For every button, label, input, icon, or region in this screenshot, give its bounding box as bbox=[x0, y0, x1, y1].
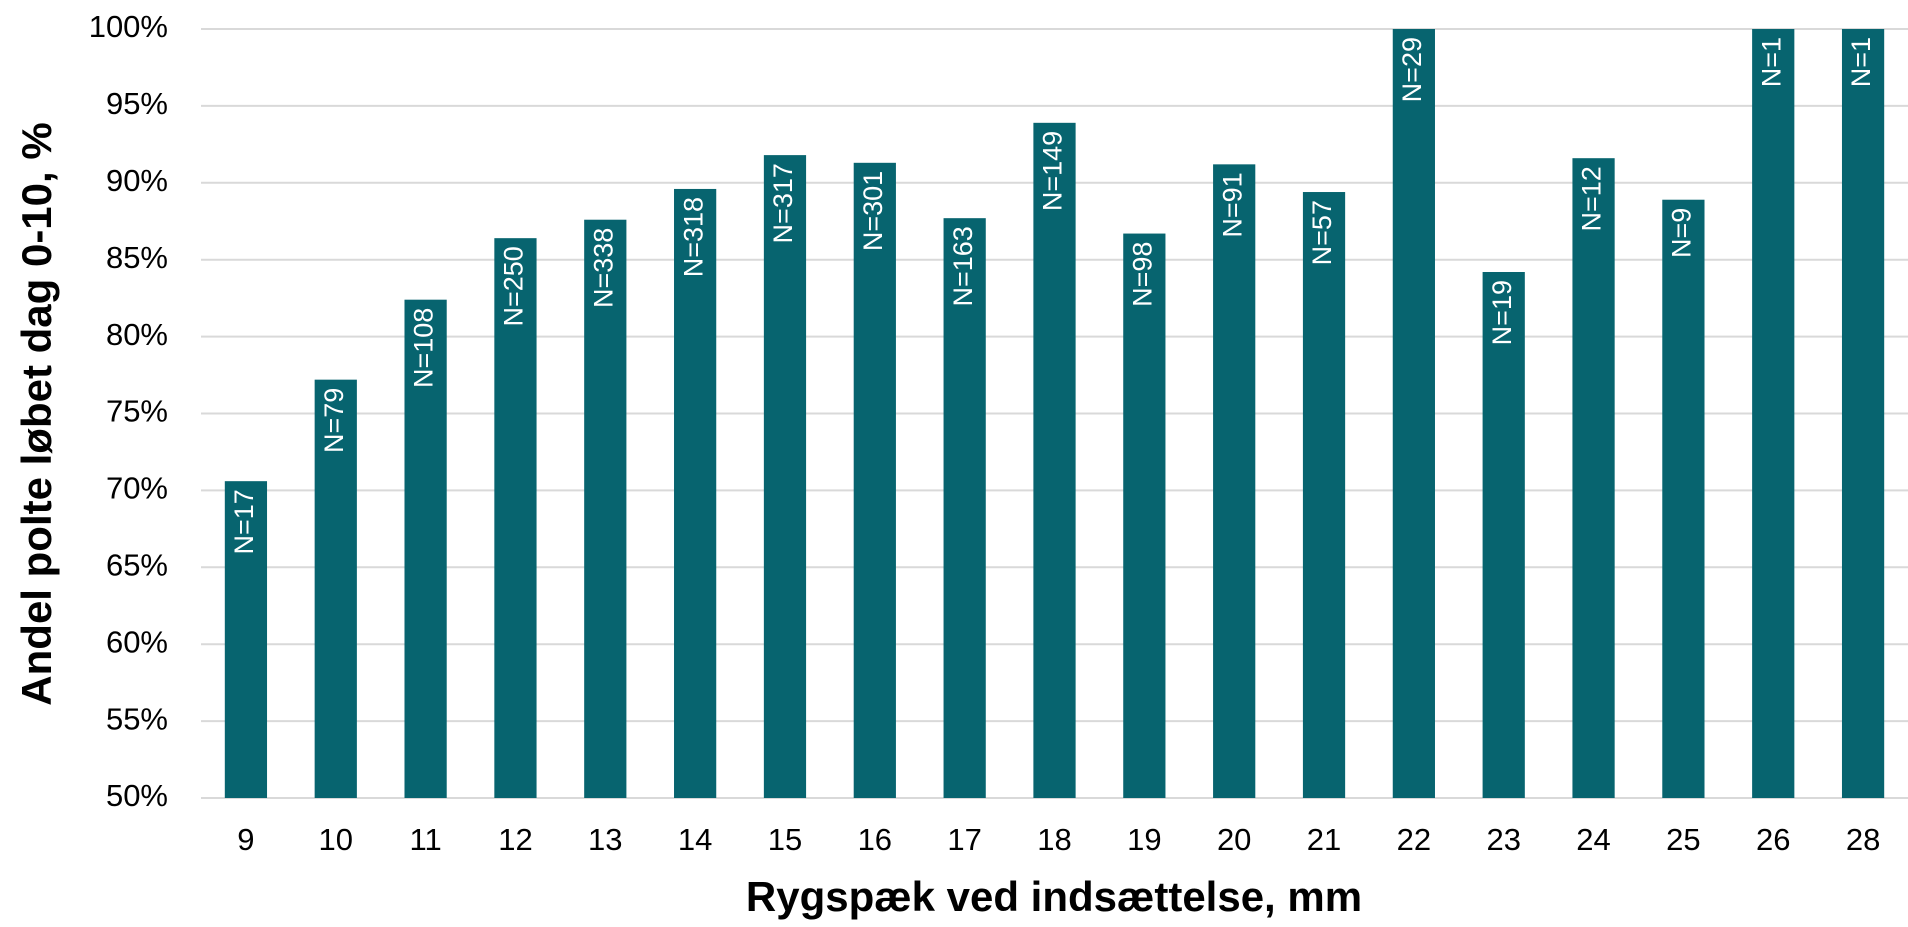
x-tick-label: 28 bbox=[1846, 822, 1880, 857]
x-tick-label: 21 bbox=[1307, 822, 1341, 857]
x-tick-label: 19 bbox=[1127, 822, 1161, 857]
bar-label: N=149 bbox=[1038, 131, 1068, 211]
bar bbox=[1752, 29, 1795, 798]
bar-label: N=98 bbox=[1127, 242, 1157, 307]
bar-label: N=79 bbox=[319, 388, 349, 453]
bar-label: N=29 bbox=[1397, 37, 1427, 102]
x-tick-label: 23 bbox=[1486, 822, 1520, 857]
bar bbox=[1662, 199, 1705, 798]
bar bbox=[1033, 122, 1076, 799]
y-tick-label: 75% bbox=[106, 394, 168, 429]
y-tick-label: 60% bbox=[106, 624, 168, 659]
bar bbox=[1213, 164, 1256, 798]
x-tick-label: 12 bbox=[498, 822, 532, 857]
x-tick-label: 13 bbox=[588, 822, 622, 857]
y-tick-label: 70% bbox=[106, 471, 168, 506]
x-tick-label: 20 bbox=[1217, 822, 1251, 857]
y-tick-label: 65% bbox=[106, 547, 168, 582]
bar-label: N=338 bbox=[588, 228, 618, 308]
y-tick-label: 95% bbox=[106, 86, 168, 121]
bar bbox=[1482, 272, 1525, 798]
y-tick-label: 50% bbox=[106, 778, 168, 813]
bar-label: N=301 bbox=[858, 171, 888, 251]
x-tick-label: 10 bbox=[319, 822, 353, 857]
x-tick-label: 14 bbox=[678, 822, 712, 857]
bar bbox=[674, 188, 717, 798]
bar bbox=[1841, 29, 1885, 798]
bar-label: N=250 bbox=[499, 246, 529, 326]
bar-label: N=317 bbox=[768, 163, 798, 243]
bar bbox=[763, 155, 807, 799]
y-tick-label: 100% bbox=[89, 9, 168, 44]
bar-label: N=318 bbox=[678, 197, 708, 277]
bar-label: N=19 bbox=[1487, 280, 1517, 345]
bar-label: N=163 bbox=[948, 226, 978, 306]
bar-label: N=1 bbox=[1756, 37, 1786, 87]
bar-label: N=9 bbox=[1667, 208, 1697, 258]
bar-label: N=12 bbox=[1577, 166, 1607, 231]
bar-label: N=1 bbox=[1846, 37, 1876, 87]
bar bbox=[853, 162, 896, 798]
x-tick-label: 26 bbox=[1756, 822, 1790, 857]
bar bbox=[1123, 233, 1166, 798]
bar bbox=[1302, 192, 1346, 798]
y-tick-label: 55% bbox=[106, 701, 168, 736]
x-tick-label: 15 bbox=[768, 822, 802, 857]
x-axis-title: Rygspæk ved indsættelse, mm bbox=[746, 873, 1362, 920]
y-tick-label: 80% bbox=[106, 317, 168, 352]
x-tick-label: 16 bbox=[858, 822, 892, 857]
x-tick-label: 24 bbox=[1576, 822, 1610, 857]
x-tick-label: 9 bbox=[237, 822, 254, 857]
y-tick-label: 90% bbox=[106, 163, 168, 198]
bar-label: N=91 bbox=[1217, 172, 1247, 237]
bar bbox=[224, 481, 268, 798]
x-tick-label: 22 bbox=[1397, 822, 1431, 857]
bar bbox=[1392, 29, 1435, 798]
bar bbox=[1572, 158, 1615, 798]
bar bbox=[943, 218, 986, 798]
bar bbox=[404, 299, 447, 798]
x-tick-label: 25 bbox=[1666, 822, 1700, 857]
x-tick-label: 17 bbox=[947, 822, 981, 857]
bar-label: N=108 bbox=[409, 308, 439, 388]
y-tick-label: 85% bbox=[106, 240, 168, 275]
y-axis-title: Andel polte løbet dag 0-10, % bbox=[13, 122, 60, 705]
x-tick-label: 11 bbox=[410, 822, 442, 857]
bar-label: N=57 bbox=[1307, 200, 1337, 265]
bar bbox=[314, 379, 357, 798]
bar-label: N=17 bbox=[229, 489, 259, 554]
bar bbox=[494, 238, 537, 799]
x-tick-label: 18 bbox=[1037, 822, 1071, 857]
bar bbox=[584, 219, 627, 798]
